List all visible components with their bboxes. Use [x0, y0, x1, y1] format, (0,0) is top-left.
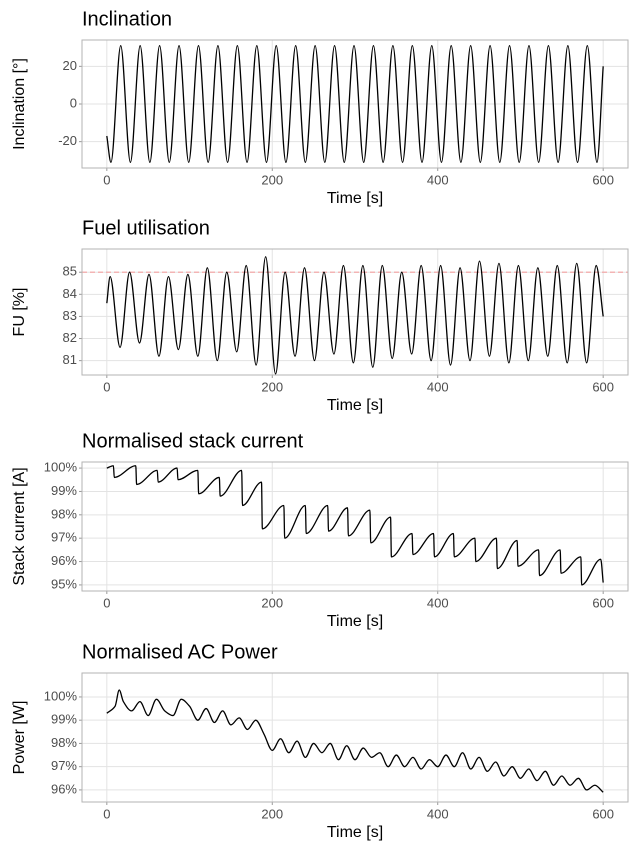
y-tick-label: 20 — [63, 58, 77, 73]
x-tick-label: 600 — [592, 806, 614, 821]
x-tick-label: 0 — [103, 379, 110, 394]
y-tick-label: 99% — [51, 712, 77, 727]
panel-title: Fuel utilisation — [82, 217, 210, 239]
y-axis-label: Inclination [°] — [11, 58, 28, 150]
panel-border — [81, 39, 629, 169]
x-tick-label: 400 — [427, 595, 449, 610]
x-axis-label: Time [s] — [327, 824, 383, 841]
x-tick-label: 0 — [103, 172, 110, 187]
panel-title: Normalised stack current — [82, 430, 304, 452]
x-tick-label: 600 — [592, 172, 614, 187]
panel-border — [81, 461, 629, 592]
y-tick-label: 98% — [51, 735, 77, 750]
x-tick-label: 200 — [261, 806, 283, 821]
x-tick-label: 400 — [427, 379, 449, 394]
y-axis-label: Power [W] — [11, 701, 28, 775]
y-tick-label: 85 — [63, 264, 77, 279]
data-line — [106, 465, 604, 586]
y-tick-label: 97% — [51, 530, 77, 545]
x-tick-label: 200 — [261, 595, 283, 610]
x-tick-label: 0 — [103, 595, 110, 610]
y-tick-label: 96% — [51, 781, 77, 796]
y-tick-label: 100% — [44, 460, 78, 475]
y-tick-label: 81 — [63, 352, 77, 367]
y-tick-label: 95% — [51, 576, 77, 591]
y-tick-label: 84 — [63, 286, 77, 301]
panel-title: Inclination — [82, 8, 172, 30]
x-axis-label: Time [s] — [327, 613, 383, 630]
x-tick-label: 600 — [592, 379, 614, 394]
y-tick-label: 82 — [63, 330, 77, 345]
y-tick-label: 100% — [44, 688, 78, 703]
x-tick-label: 200 — [261, 172, 283, 187]
x-axis-label: Time [s] — [327, 190, 383, 207]
x-tick-label: 200 — [261, 379, 283, 394]
x-axis-label: Time [s] — [327, 397, 383, 414]
panel-border — [81, 672, 629, 803]
y-tick-label: 83 — [63, 308, 77, 323]
y-tick-label: 96% — [51, 553, 77, 568]
panel-border — [81, 248, 629, 376]
y-tick-label: 0 — [70, 95, 77, 110]
y-tick-label: 97% — [51, 758, 77, 773]
data-line — [106, 44, 604, 164]
y-tick-label: 99% — [51, 483, 77, 498]
panel-title: Normalised AC Power — [82, 641, 278, 663]
x-tick-label: 400 — [427, 172, 449, 187]
data-line — [106, 256, 604, 375]
data-line — [106, 689, 604, 793]
y-axis-label: FU [%] — [11, 288, 28, 337]
x-tick-label: 0 — [103, 806, 110, 821]
x-tick-label: 600 — [592, 595, 614, 610]
y-tick-label: -20 — [58, 133, 77, 148]
y-axis-label: Stack current [A] — [11, 467, 28, 585]
y-tick-label: 98% — [51, 506, 77, 521]
x-tick-label: 400 — [427, 806, 449, 821]
